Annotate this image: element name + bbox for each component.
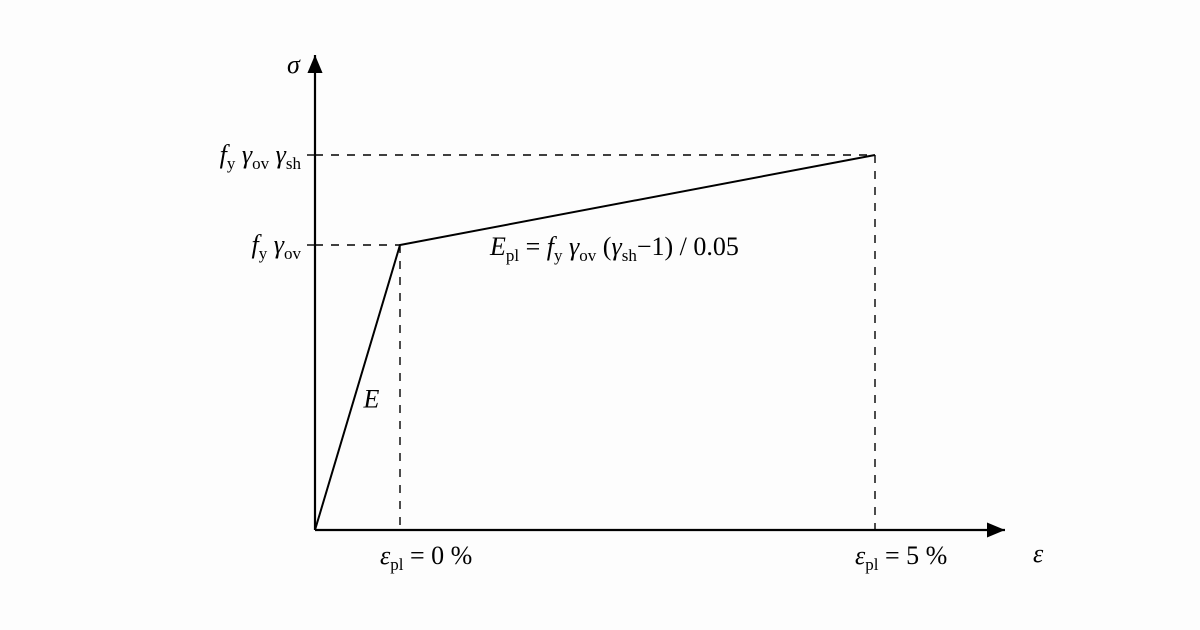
- elastic-modulus-label: E: [363, 385, 380, 414]
- plastic-modulus-formula: Epl = fy γov (γsh−1) / 0.05: [489, 232, 739, 265]
- plot-background: [0, 0, 1200, 630]
- y-axis-label-sigma: σ: [287, 50, 301, 79]
- x-axis-label-epsilon: ε: [1033, 539, 1044, 568]
- stress-strain-diagram: σ ε fy γov fy γov γsh E Epl = fy γov (γs…: [0, 0, 1200, 630]
